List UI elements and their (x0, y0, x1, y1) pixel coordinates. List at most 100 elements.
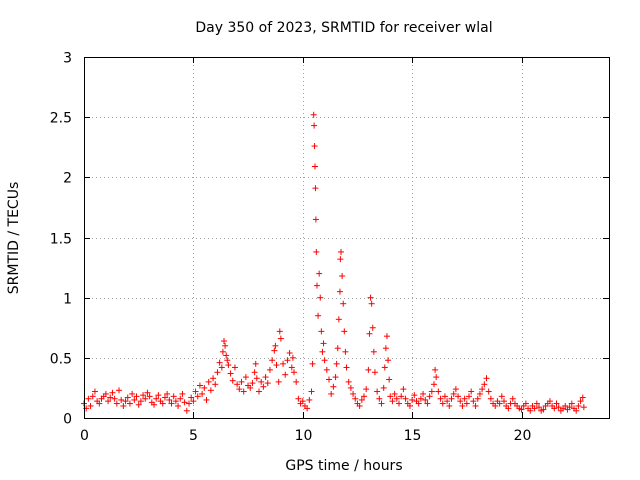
data-point (485, 388, 492, 395)
data-point (498, 393, 505, 400)
data-point (468, 388, 475, 395)
data-point (309, 360, 316, 367)
data-point (371, 369, 378, 376)
data-point (91, 388, 98, 395)
y-tick-label: 0 (63, 412, 72, 428)
data-point (328, 390, 335, 397)
data-point (330, 383, 337, 390)
data-point (441, 393, 448, 400)
data-point (269, 357, 276, 364)
data-point (320, 340, 327, 347)
x-tick-label: 15 (404, 428, 422, 444)
data-point (124, 394, 131, 401)
y-axis-label: SRMTID / TECUs (6, 182, 22, 295)
data-point (194, 393, 201, 400)
data-points (81, 111, 587, 414)
y-tick-label: 1.5 (50, 232, 72, 248)
data-point (221, 337, 227, 344)
data-point (459, 402, 466, 409)
data-point (332, 374, 339, 381)
data-point (273, 362, 280, 369)
data-point (299, 398, 306, 405)
data-point (487, 395, 494, 402)
data-point (347, 384, 354, 391)
data-point (266, 366, 273, 373)
data-point (509, 395, 516, 402)
data-point (546, 398, 553, 405)
data-point (345, 378, 352, 385)
data-point (219, 348, 226, 355)
data-point (142, 395, 149, 402)
data-point (310, 111, 317, 118)
data-point (190, 398, 197, 405)
data-point (177, 395, 184, 402)
data-point (256, 388, 262, 395)
data-point (111, 395, 118, 402)
data-point (240, 388, 247, 395)
data-point (222, 342, 229, 349)
data-point (474, 395, 481, 402)
data-point (144, 389, 151, 396)
data-point (337, 256, 344, 263)
data-point (365, 366, 372, 373)
data-point (304, 405, 311, 412)
data-point (315, 312, 322, 319)
data-point (391, 390, 398, 397)
data-point (424, 400, 431, 407)
y-tick-label: 2.5 (50, 111, 72, 127)
data-point (522, 400, 529, 407)
data-point (234, 381, 241, 388)
data-point (227, 370, 234, 377)
data-point (446, 402, 453, 409)
data-point (311, 143, 318, 150)
x-tick-labels: 0 5 10 15 20 (80, 428, 531, 444)
data-point (383, 333, 390, 340)
data-point (242, 374, 249, 381)
data-point (207, 387, 214, 394)
data-point (105, 398, 112, 405)
data-point (109, 389, 116, 396)
data-point (551, 405, 558, 412)
data-point (102, 390, 109, 397)
data-point (276, 328, 283, 335)
data-point (461, 395, 468, 402)
data-point (580, 404, 587, 411)
data-point (264, 380, 271, 387)
y-tick-label: 0.5 (50, 352, 72, 368)
data-point (286, 350, 293, 357)
data-point (120, 402, 127, 409)
data-point (433, 374, 440, 381)
data-point (137, 398, 144, 405)
data-point (89, 393, 96, 400)
data-point (335, 316, 342, 323)
data-point (306, 396, 313, 403)
data-point (533, 400, 540, 407)
data-point (368, 300, 375, 307)
data-point (107, 394, 114, 401)
data-point (336, 288, 343, 295)
data-point (271, 347, 278, 354)
data-point (562, 402, 569, 409)
data-point (210, 375, 217, 382)
data-point (277, 335, 284, 342)
data-point (96, 400, 103, 407)
data-point (439, 400, 446, 407)
data-point (452, 386, 459, 393)
data-point (326, 376, 332, 383)
data-point (415, 400, 422, 407)
data-point (181, 399, 188, 406)
data-point (466, 393, 472, 400)
data-point (151, 401, 157, 408)
data-point (479, 386, 486, 393)
y-tick-labels: 0 0.5 1 1.5 2 2.5 3 (50, 51, 72, 428)
data-point (282, 371, 289, 378)
data-point (411, 392, 418, 399)
data-point (579, 394, 586, 401)
data-point (378, 400, 385, 407)
data-point (249, 380, 256, 387)
data-point (291, 369, 297, 376)
data-point (435, 388, 442, 395)
data-point (350, 390, 357, 397)
data-point (186, 400, 192, 407)
